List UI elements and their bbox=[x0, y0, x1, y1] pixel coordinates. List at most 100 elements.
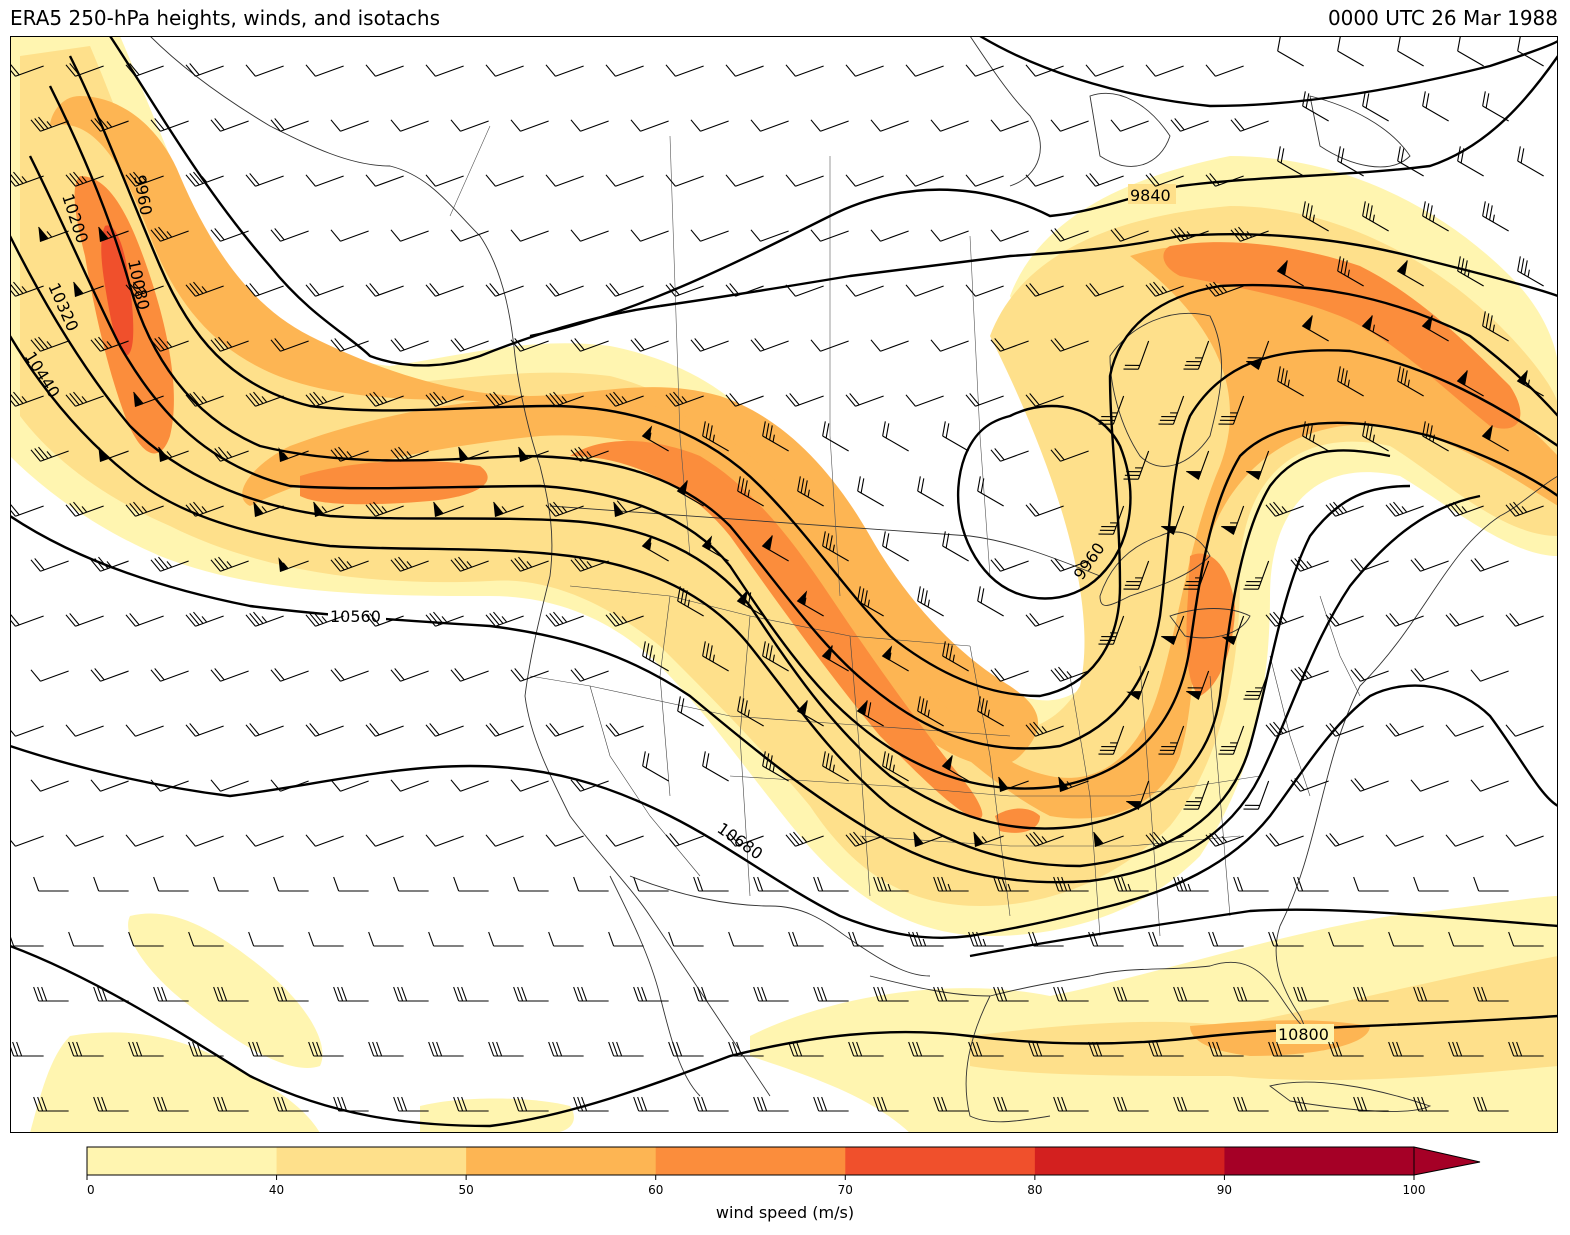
wind-barb bbox=[368, 931, 404, 947]
wind-barb bbox=[1413, 876, 1449, 892]
wind-barb bbox=[1233, 1096, 1269, 1112]
wind-barb bbox=[1170, 226, 1209, 242]
wind-barb bbox=[10, 1041, 44, 1057]
wind-barb bbox=[308, 931, 344, 947]
wind-barb bbox=[1173, 986, 1209, 1002]
wind-barb bbox=[677, 696, 704, 727]
contour-9960b bbox=[659, 233, 1558, 308]
isotach-70-core bbox=[101, 225, 134, 356]
wind-barb bbox=[1145, 64, 1184, 77]
wind-barb bbox=[333, 986, 369, 1002]
wind-barb bbox=[185, 611, 224, 627]
wind-barb bbox=[1505, 724, 1544, 737]
wind-barb bbox=[1482, 311, 1509, 342]
wind-barb bbox=[545, 501, 584, 517]
wind-barb bbox=[453, 876, 489, 892]
wind-barb bbox=[273, 986, 309, 1002]
wind-barb bbox=[990, 668, 1029, 682]
wind-barb bbox=[977, 696, 1004, 727]
wind-barb bbox=[188, 931, 224, 947]
wind-barb bbox=[882, 531, 909, 562]
wind-barb bbox=[1050, 448, 1089, 462]
wind-barb bbox=[1482, 201, 1509, 232]
wind-barb bbox=[1186, 670, 1210, 701]
wind-barb bbox=[908, 1041, 944, 1057]
wind-barb bbox=[185, 723, 224, 737]
wind-barb bbox=[330, 556, 369, 572]
wind-barb bbox=[1422, 201, 1449, 232]
wind-barb bbox=[1268, 1041, 1304, 1057]
wind-barb bbox=[510, 229, 549, 242]
wind-barb bbox=[485, 283, 524, 297]
wind-barb bbox=[1053, 876, 1089, 892]
wind-barb bbox=[873, 1096, 909, 1112]
wind-barb bbox=[1050, 338, 1089, 352]
wind-barb bbox=[1385, 723, 1424, 737]
wind-barb bbox=[248, 1041, 284, 1057]
wind-barb bbox=[545, 64, 584, 77]
wind-barb bbox=[1328, 931, 1364, 947]
wind-barb bbox=[665, 391, 704, 407]
wind-barb bbox=[1028, 1041, 1064, 1057]
wind-barb bbox=[1113, 876, 1149, 892]
wind-barb bbox=[1422, 91, 1449, 122]
wind-barb bbox=[990, 338, 1029, 352]
wind-barb bbox=[605, 64, 644, 77]
wind-barb bbox=[1123, 560, 1150, 590]
wind-barb bbox=[125, 171, 164, 187]
wind-barb bbox=[65, 171, 104, 187]
wind-barb bbox=[393, 876, 429, 892]
wind-barb bbox=[510, 338, 549, 352]
wind-barb bbox=[485, 64, 524, 77]
wind-barb bbox=[965, 64, 1004, 77]
wind-barb bbox=[1025, 283, 1064, 297]
wind-barb bbox=[425, 611, 464, 627]
wind-barb bbox=[1302, 421, 1329, 452]
wind-barb bbox=[1098, 505, 1125, 535]
wind-barb bbox=[30, 116, 69, 132]
wind-barb bbox=[1517, 146, 1544, 177]
wind-barb bbox=[1110, 119, 1149, 132]
wind-barb bbox=[10, 281, 44, 297]
wind-barb bbox=[545, 283, 584, 297]
wind-barb bbox=[750, 229, 789, 242]
wind-barb bbox=[1448, 931, 1484, 947]
wind-barb bbox=[125, 834, 164, 847]
contour-9840b bbox=[529, 55, 1558, 338]
wind-barb bbox=[822, 421, 849, 452]
wind-barb bbox=[690, 119, 729, 132]
wind-barb bbox=[641, 535, 669, 562]
wind-barb bbox=[1025, 393, 1064, 407]
wind-barb bbox=[1025, 613, 1064, 627]
wind-barb bbox=[245, 611, 284, 627]
wind-barb bbox=[313, 501, 344, 518]
wind-barb bbox=[1385, 834, 1424, 847]
wind-barb bbox=[450, 779, 489, 792]
wind-barb bbox=[33, 986, 69, 1002]
wind-barb bbox=[905, 174, 944, 187]
wind-barb bbox=[702, 641, 729, 672]
colorbar-swatches bbox=[87, 1147, 1415, 1175]
wind-barb bbox=[185, 171, 224, 187]
wind-barb bbox=[613, 500, 644, 518]
wind-barb bbox=[1293, 876, 1329, 892]
wind-barb bbox=[1301, 315, 1329, 342]
wind-barb bbox=[1123, 450, 1150, 480]
wind-barb bbox=[810, 119, 849, 132]
isotach-60-ne bbox=[1163, 242, 1521, 429]
wind-barb bbox=[210, 556, 249, 572]
wind-barb bbox=[305, 64, 344, 77]
wind-barb bbox=[785, 393, 824, 407]
wind-barb bbox=[125, 501, 164, 517]
contour-10200 bbox=[48, 85, 1558, 750]
wind-barb bbox=[1410, 558, 1449, 572]
wind-barb bbox=[513, 876, 549, 892]
wind-barb bbox=[917, 586, 944, 617]
wind-barb bbox=[510, 119, 549, 132]
wind-barb bbox=[1290, 778, 1329, 792]
wind-barb bbox=[570, 556, 609, 572]
wind-barb bbox=[453, 986, 489, 1002]
isotach-40-south bbox=[970, 956, 1558, 1081]
wind-barb bbox=[273, 1096, 309, 1112]
wind-barb bbox=[1353, 1096, 1389, 1112]
